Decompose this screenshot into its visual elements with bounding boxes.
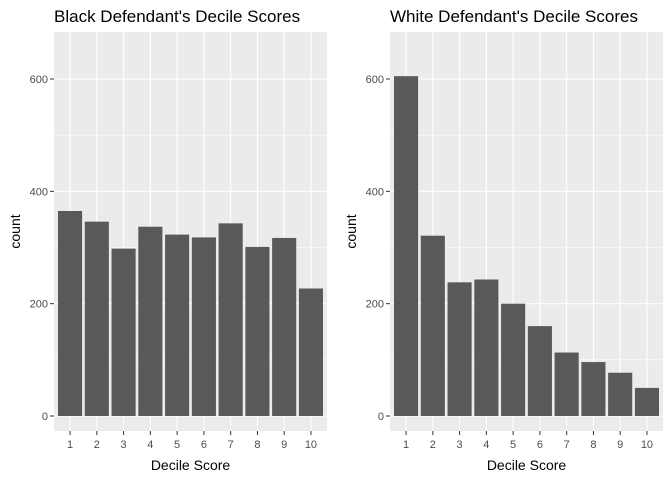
x-tick-label: 5 bbox=[174, 439, 180, 451]
x-tick-label: 2 bbox=[94, 439, 100, 451]
bar-5 bbox=[501, 303, 526, 416]
chart-title: Black Defendant's Decile Scores bbox=[54, 7, 300, 26]
bar-5 bbox=[165, 234, 190, 416]
y-tick-label: 0 bbox=[378, 411, 384, 423]
bar-9 bbox=[608, 372, 633, 416]
y-tick-label: 200 bbox=[366, 299, 384, 311]
y-tick-label: 400 bbox=[30, 186, 48, 198]
x-tick-label: 4 bbox=[147, 439, 153, 451]
bar-1 bbox=[394, 76, 419, 417]
x-tick-label: 6 bbox=[537, 439, 543, 451]
bars bbox=[394, 76, 659, 417]
x-axis-title: Decile Score bbox=[151, 457, 231, 473]
bar-10 bbox=[298, 288, 323, 416]
y-tick-label: 0 bbox=[42, 411, 48, 423]
x-tick-label: 10 bbox=[305, 439, 317, 451]
x-axis: 1 2 3 4 5 6 7 8 9 10 bbox=[67, 431, 317, 451]
y-tick-label: 400 bbox=[366, 186, 384, 198]
bar-4 bbox=[474, 279, 499, 416]
y-axis: 0 200 400 600 bbox=[30, 74, 54, 423]
x-tick-label: 6 bbox=[201, 439, 207, 451]
y-tick-label: 600 bbox=[30, 74, 48, 86]
x-tick-label: 3 bbox=[121, 439, 127, 451]
y-tick-label: 600 bbox=[366, 74, 384, 86]
bar-6 bbox=[191, 237, 216, 416]
x-tick-label: 9 bbox=[617, 439, 623, 451]
bar-10 bbox=[634, 387, 659, 416]
bar-3 bbox=[111, 248, 136, 416]
bar-8 bbox=[245, 246, 270, 416]
x-tick-label: 4 bbox=[483, 439, 489, 451]
chart-panel-white: White Defendant's Decile Scores 0 200 400 6… bbox=[343, 7, 663, 473]
x-tick-label: 5 bbox=[510, 439, 516, 451]
x-tick-label: 8 bbox=[590, 439, 596, 451]
bar-3 bbox=[447, 282, 472, 416]
y-axis-title: count bbox=[343, 214, 359, 248]
x-axis-title: Decile Score bbox=[487, 457, 567, 473]
x-tick-label: 8 bbox=[254, 439, 260, 451]
x-tick-label: 9 bbox=[281, 439, 287, 451]
bar-1 bbox=[58, 210, 83, 416]
y-axis: 0 200 400 600 bbox=[366, 74, 390, 423]
x-axis: 1 2 3 4 5 6 7 8 9 10 bbox=[403, 431, 653, 451]
x-tick-label: 10 bbox=[641, 439, 653, 451]
x-tick-label: 7 bbox=[228, 439, 234, 451]
bar-7 bbox=[218, 223, 243, 416]
x-tick-label: 7 bbox=[564, 439, 570, 451]
chart-panel-black: Black Defendant's Decile Scores 0 200 400 6… bbox=[7, 7, 327, 473]
y-tick-label: 200 bbox=[30, 299, 48, 311]
x-tick-label: 2 bbox=[430, 439, 436, 451]
chart-title: White Defendant's Decile Scores bbox=[390, 7, 638, 26]
bar-2 bbox=[84, 221, 109, 416]
y-axis-title: count bbox=[7, 214, 23, 248]
bar-6 bbox=[527, 326, 552, 416]
x-tick-label: 3 bbox=[457, 439, 463, 451]
bar-8 bbox=[581, 362, 606, 416]
bar-7 bbox=[554, 352, 579, 416]
bar-4 bbox=[138, 226, 163, 416]
bars bbox=[58, 210, 323, 416]
x-tick-label: 1 bbox=[403, 439, 409, 451]
bar-2 bbox=[420, 235, 445, 416]
bar-9 bbox=[272, 237, 297, 416]
x-tick-label: 1 bbox=[67, 439, 73, 451]
